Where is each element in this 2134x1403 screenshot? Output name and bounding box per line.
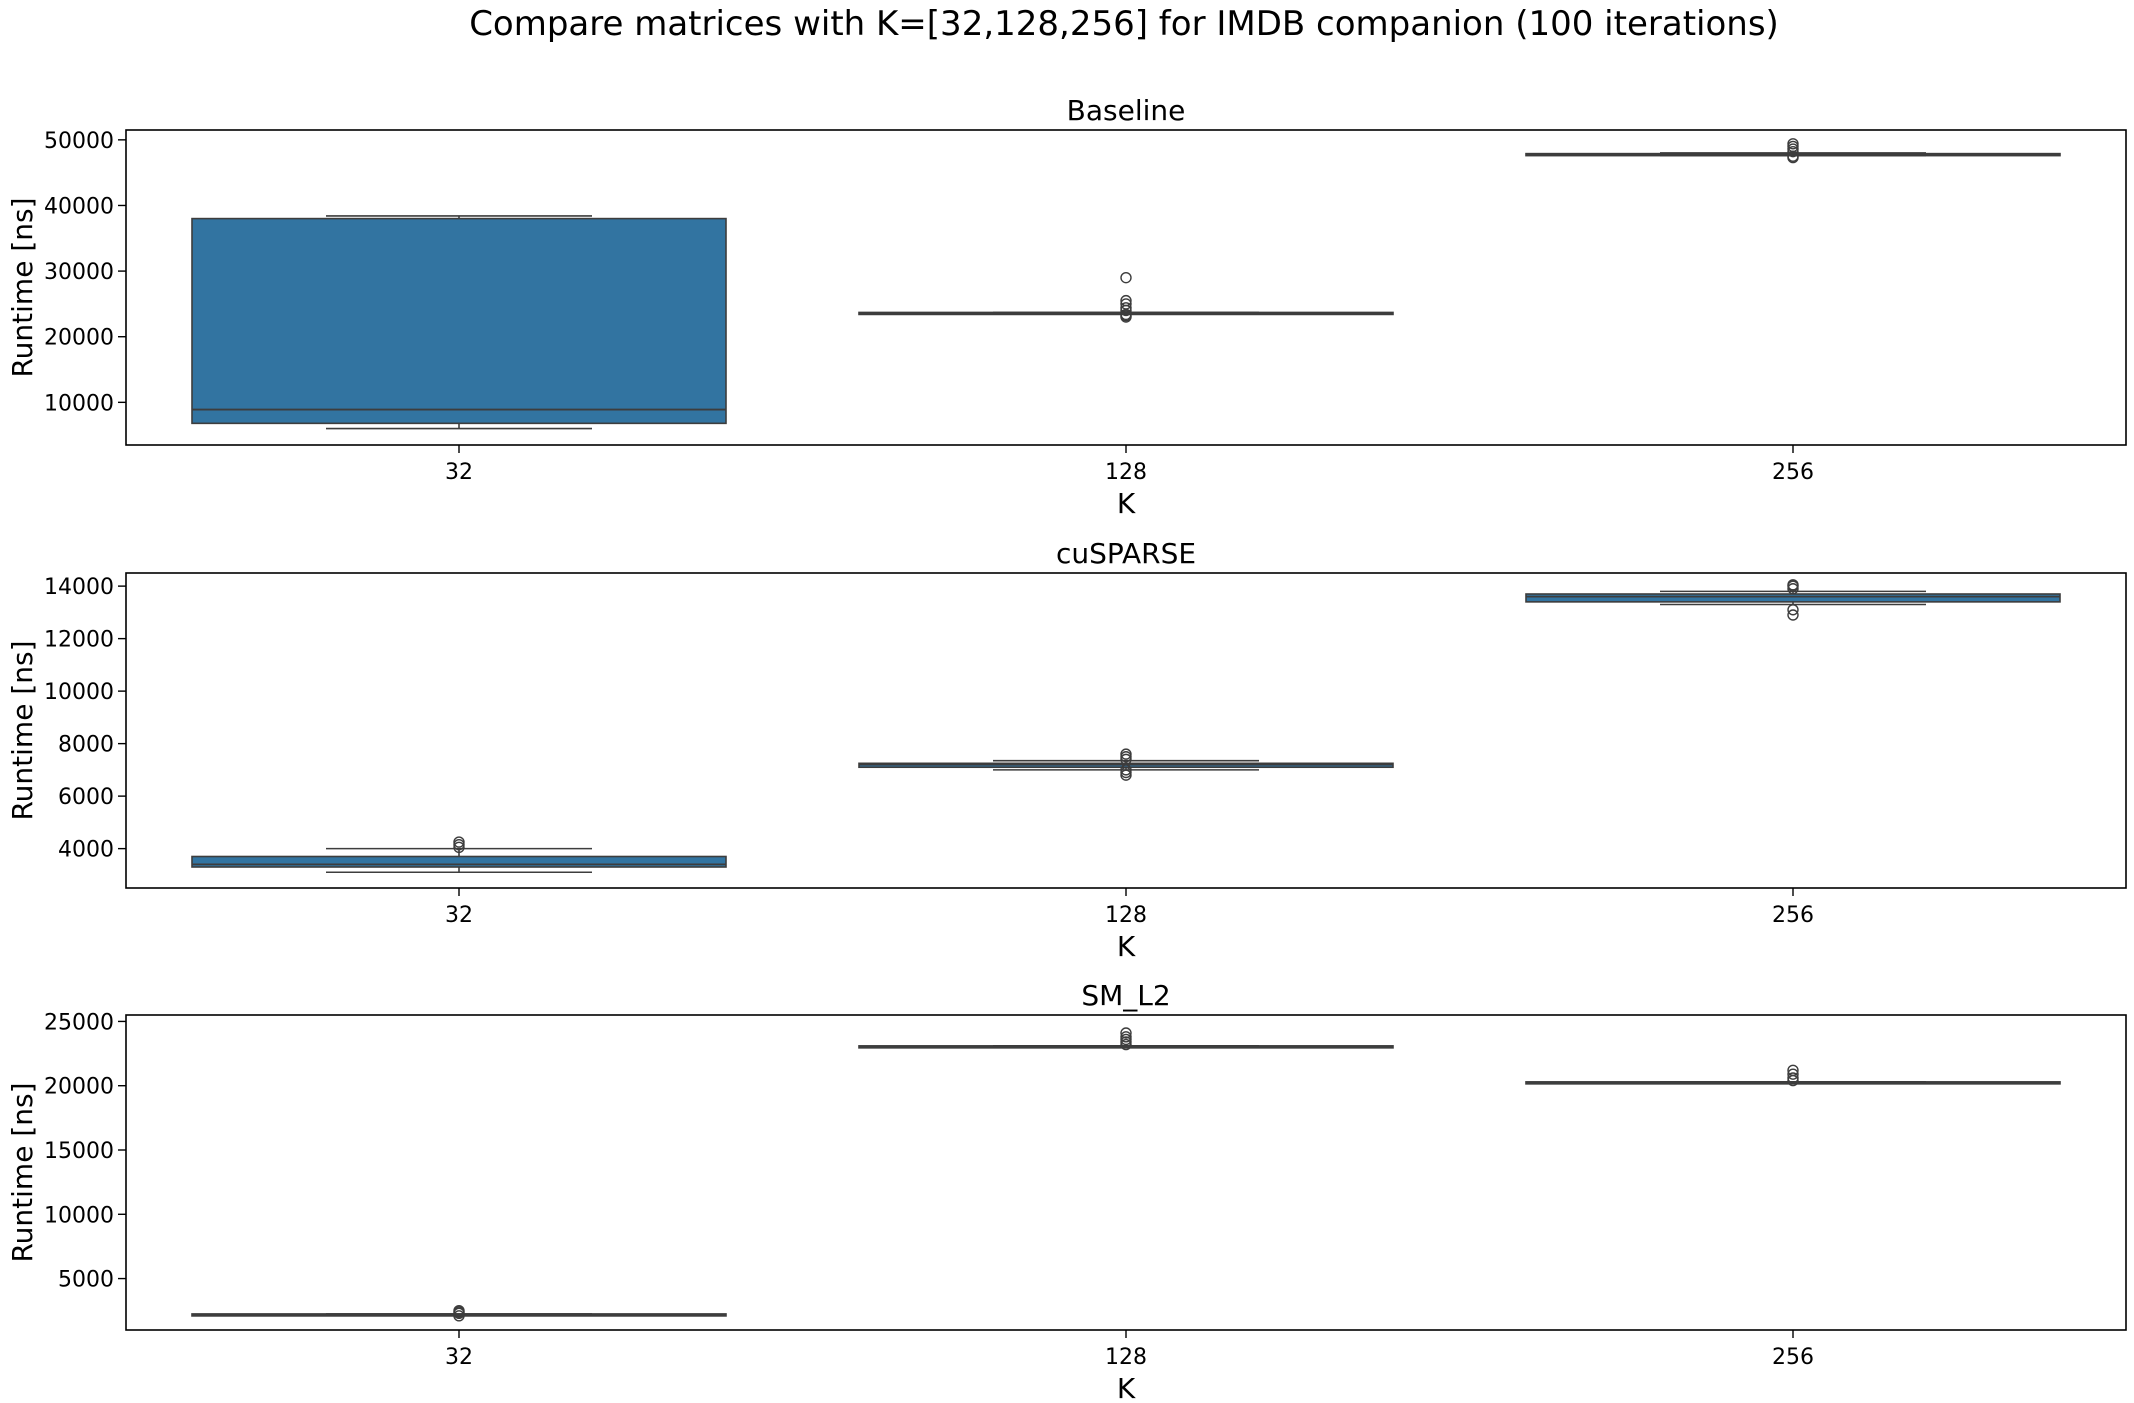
- panel-cusparse: cuSPARSE 4000 6000 8000 10000 12000 14000 32 128…: [6, 537, 2127, 963]
- box-group-128: [858, 748, 1394, 781]
- x-tick-label: 256: [1772, 1345, 1814, 1370]
- outlier-point: [453, 1305, 465, 1317]
- y-tick-label: 20000: [44, 326, 114, 351]
- x-tick-label: 256: [1772, 903, 1814, 928]
- y-axis-label: Runtime [ns]: [6, 640, 39, 820]
- panel-baseline: Baseline 10000 20000 30000 40000 50000 32 128 25…: [6, 94, 2127, 520]
- x-tick-label: 32: [445, 1345, 473, 1370]
- box-group-32: [191, 836, 727, 874]
- box-iqr: [1525, 593, 2061, 603]
- y-axis-label: Runtime [ns]: [6, 1082, 39, 1262]
- y-tick-label: 10000: [44, 680, 114, 705]
- x-tick-label: 128: [1105, 903, 1147, 928]
- outlier-point: [1787, 579, 1799, 591]
- x-tick-label: 32: [445, 460, 473, 485]
- y-tick-label: 30000: [44, 260, 114, 285]
- outlier-point: [1787, 1064, 1799, 1076]
- y-axis-label: Runtime [ns]: [6, 197, 39, 377]
- outlier-point: [1120, 1031, 1132, 1043]
- x-tick-label: 32: [445, 903, 473, 928]
- outlier-point: [1787, 138, 1799, 150]
- box-iqr: [191, 217, 727, 425]
- y-tick-label: 8000: [58, 733, 114, 758]
- x-tick-label: 128: [1105, 1345, 1147, 1370]
- outlier-point: [453, 836, 465, 848]
- y-tick-label: 6000: [58, 785, 114, 810]
- y-tick-label: 4000: [58, 838, 114, 863]
- panel-sm-l2: SM_L2 5000 10000 15000 20000 25000 32 128 256 K Ru…: [6, 979, 2127, 1403]
- panel-title: cuSPARSE: [1056, 537, 1196, 570]
- y-tick-label: 15000: [44, 1139, 114, 1164]
- x-axis-label: K: [1117, 930, 1136, 963]
- box-group-256: [1525, 579, 2061, 621]
- outlier-point: [1120, 298, 1132, 310]
- box-group-256: [1525, 138, 2061, 164]
- panel-title: Baseline: [1067, 94, 1186, 127]
- outlier-point: [1787, 1068, 1799, 1080]
- box-group-256: [1525, 1064, 2061, 1087]
- box-group-128: [858, 271, 1394, 323]
- y-tick-label: 12000: [44, 628, 114, 653]
- y-tick-label: 10000: [44, 1203, 114, 1228]
- y-tick-label: 5000: [58, 1268, 114, 1293]
- box-group-32: [191, 1305, 727, 1322]
- panel-title: SM_L2: [1081, 979, 1170, 1012]
- y-tick-label: 25000: [44, 1010, 114, 1035]
- outlier-point: [1120, 302, 1132, 314]
- y-tick-label: 20000: [44, 1075, 114, 1100]
- panels: Baseline 10000 20000 30000 40000 50000 32 128 25…: [6, 94, 2127, 1403]
- outlier-point: [1120, 1027, 1132, 1039]
- outlier-point: [1787, 609, 1799, 621]
- x-axis-label: K: [1117, 487, 1136, 520]
- box-group-128: [858, 1027, 1394, 1051]
- outlier-point: [1120, 271, 1132, 284]
- outlier-point: [1787, 1072, 1799, 1084]
- x-tick-label: 256: [1772, 460, 1814, 485]
- x-axis-label: K: [1117, 1372, 1136, 1403]
- box-iqr: [191, 855, 727, 868]
- y-tick-label: 14000: [44, 575, 114, 600]
- figure-title: Compare matrices with K=[32,128,256] for…: [469, 4, 1779, 44]
- y-tick-label: 50000: [44, 129, 114, 154]
- outlier-point: [1120, 748, 1132, 760]
- y-tick-label: 10000: [44, 391, 114, 416]
- outlier-point: [1120, 294, 1132, 307]
- x-tick-label: 128: [1105, 460, 1147, 485]
- box-group-32: [191, 215, 727, 430]
- y-tick-label: 40000: [44, 194, 114, 219]
- outlier-point: [1787, 604, 1799, 616]
